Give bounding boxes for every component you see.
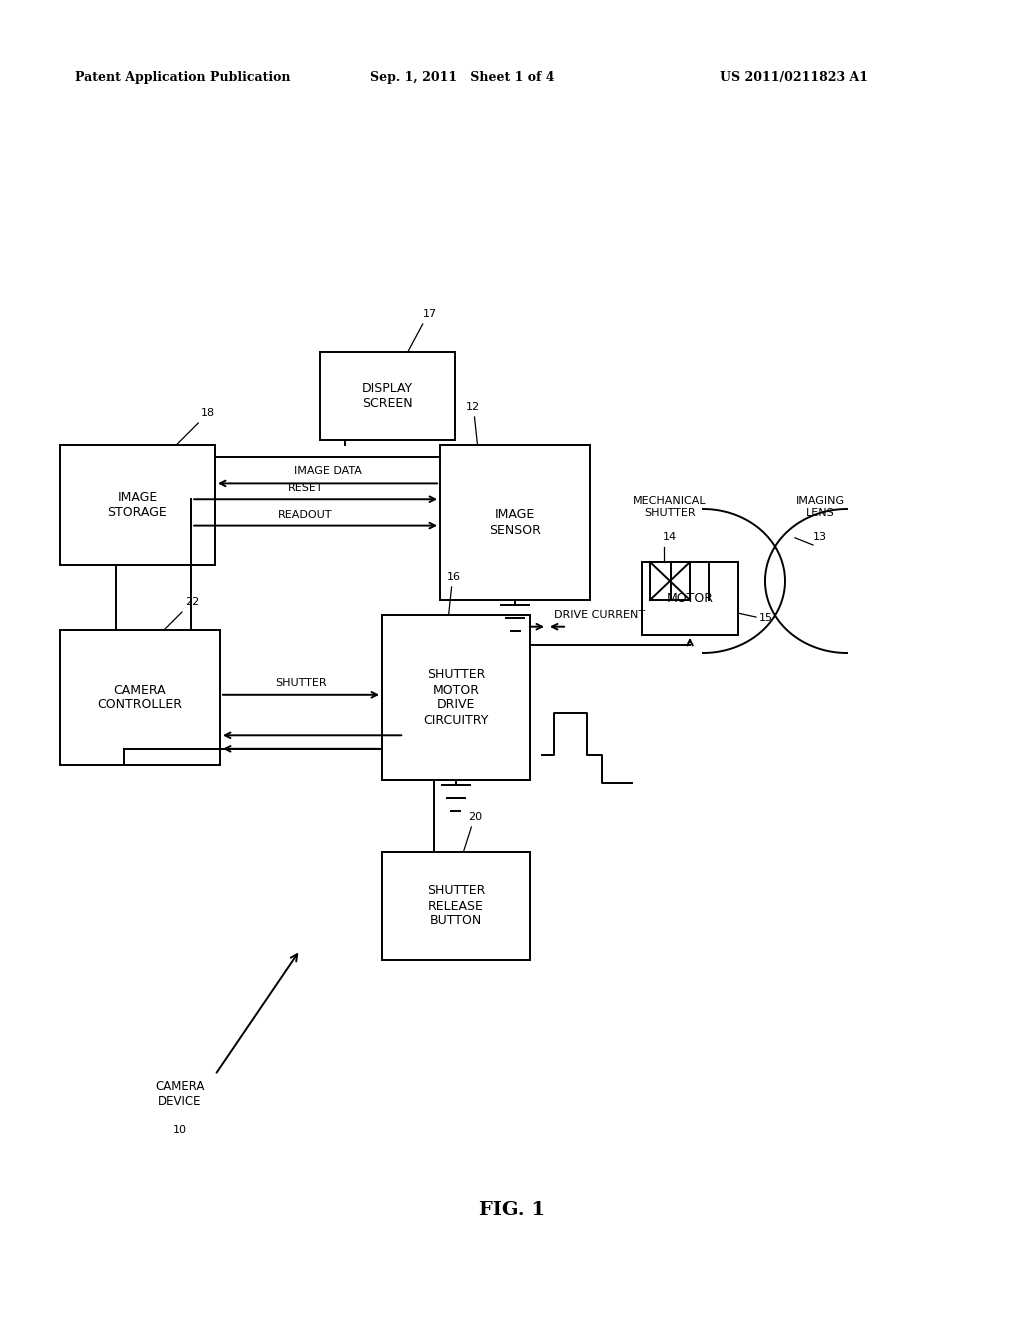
Bar <box>642 562 738 635</box>
Text: CAMERA
CONTROLLER: CAMERA CONTROLLER <box>97 684 182 711</box>
Text: Patent Application Publication: Patent Application Publication <box>75 71 291 84</box>
Text: SHUTTER
RELEASE
BUTTON: SHUTTER RELEASE BUTTON <box>427 884 485 928</box>
Text: 10: 10 <box>173 1125 187 1135</box>
Bar <box>440 445 590 601</box>
Text: DISPLAY
SCREEN: DISPLAY SCREEN <box>361 381 413 411</box>
Text: 16: 16 <box>446 572 461 582</box>
Text: IMAGING
LENS: IMAGING LENS <box>796 496 845 517</box>
Text: MOTOR: MOTOR <box>667 591 714 605</box>
Text: 15: 15 <box>759 612 773 623</box>
Text: MECHANICAL
SHUTTER: MECHANICAL SHUTTER <box>633 496 707 517</box>
Text: IMAGE
STORAGE: IMAGE STORAGE <box>108 491 167 519</box>
Bar <box>319 352 455 440</box>
Text: SHUTTER: SHUTTER <box>275 677 327 688</box>
Text: IMAGE
SENSOR: IMAGE SENSOR <box>489 508 541 536</box>
Text: US 2011/0211823 A1: US 2011/0211823 A1 <box>720 71 868 84</box>
Text: 22: 22 <box>185 597 199 607</box>
Text: 14: 14 <box>663 532 677 543</box>
Text: READOUT: READOUT <box>279 510 333 520</box>
Text: SHUTTER
MOTOR
DRIVE
CIRCUITRY: SHUTTER MOTOR DRIVE CIRCUITRY <box>423 668 488 726</box>
Text: IMAGE DATA: IMAGE DATA <box>294 466 361 477</box>
Text: DRIVE CURRENT: DRIVE CURRENT <box>554 610 645 619</box>
Text: CAMERA
DEVICE: CAMERA DEVICE <box>156 1080 205 1107</box>
Text: 12: 12 <box>466 403 479 412</box>
Text: 20: 20 <box>468 812 482 822</box>
Text: Sep. 1, 2011   Sheet 1 of 4: Sep. 1, 2011 Sheet 1 of 4 <box>370 71 555 84</box>
Text: 13: 13 <box>813 532 827 543</box>
Bar <box>60 630 220 766</box>
Text: 17: 17 <box>423 309 437 319</box>
Bar <box>382 851 530 960</box>
Bar <box>382 615 530 780</box>
Text: RESET: RESET <box>288 483 324 494</box>
Text: FIG. 1: FIG. 1 <box>479 1201 545 1218</box>
Bar <box>650 562 690 601</box>
Bar <box>60 445 215 565</box>
Text: 18: 18 <box>201 408 215 418</box>
